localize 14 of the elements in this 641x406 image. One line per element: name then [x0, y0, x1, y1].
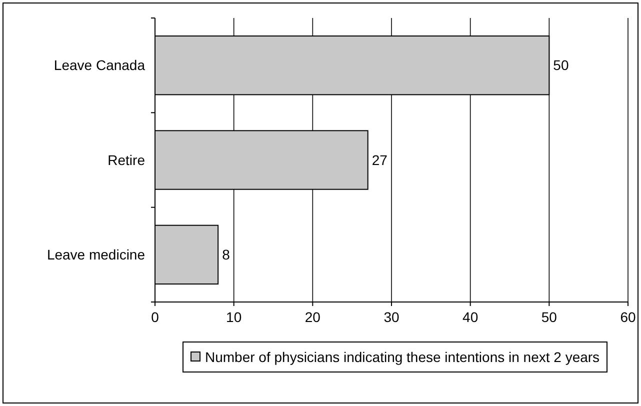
x-tick-label: 30: [384, 309, 400, 325]
x-tick-label: 20: [304, 309, 321, 325]
x-tick-label: 0: [151, 309, 160, 325]
data-label: 8: [222, 246, 230, 263]
x-tick-label: 50: [541, 309, 558, 325]
data-label: 50: [553, 57, 569, 74]
x-tick-label: 60: [620, 309, 636, 325]
x-tick-label: 40: [462, 309, 478, 325]
y-tick-label: Leave medicine: [46, 246, 146, 263]
data-label: 27: [372, 152, 388, 168]
y-tick-label: Retire: [108, 152, 146, 168]
x-tick-label: 10: [226, 309, 242, 325]
y-tick-label: Leave Canada: [54, 57, 146, 74]
legend-label: Number of physicians indicating these intentions in next 2 years: [205, 348, 600, 365]
